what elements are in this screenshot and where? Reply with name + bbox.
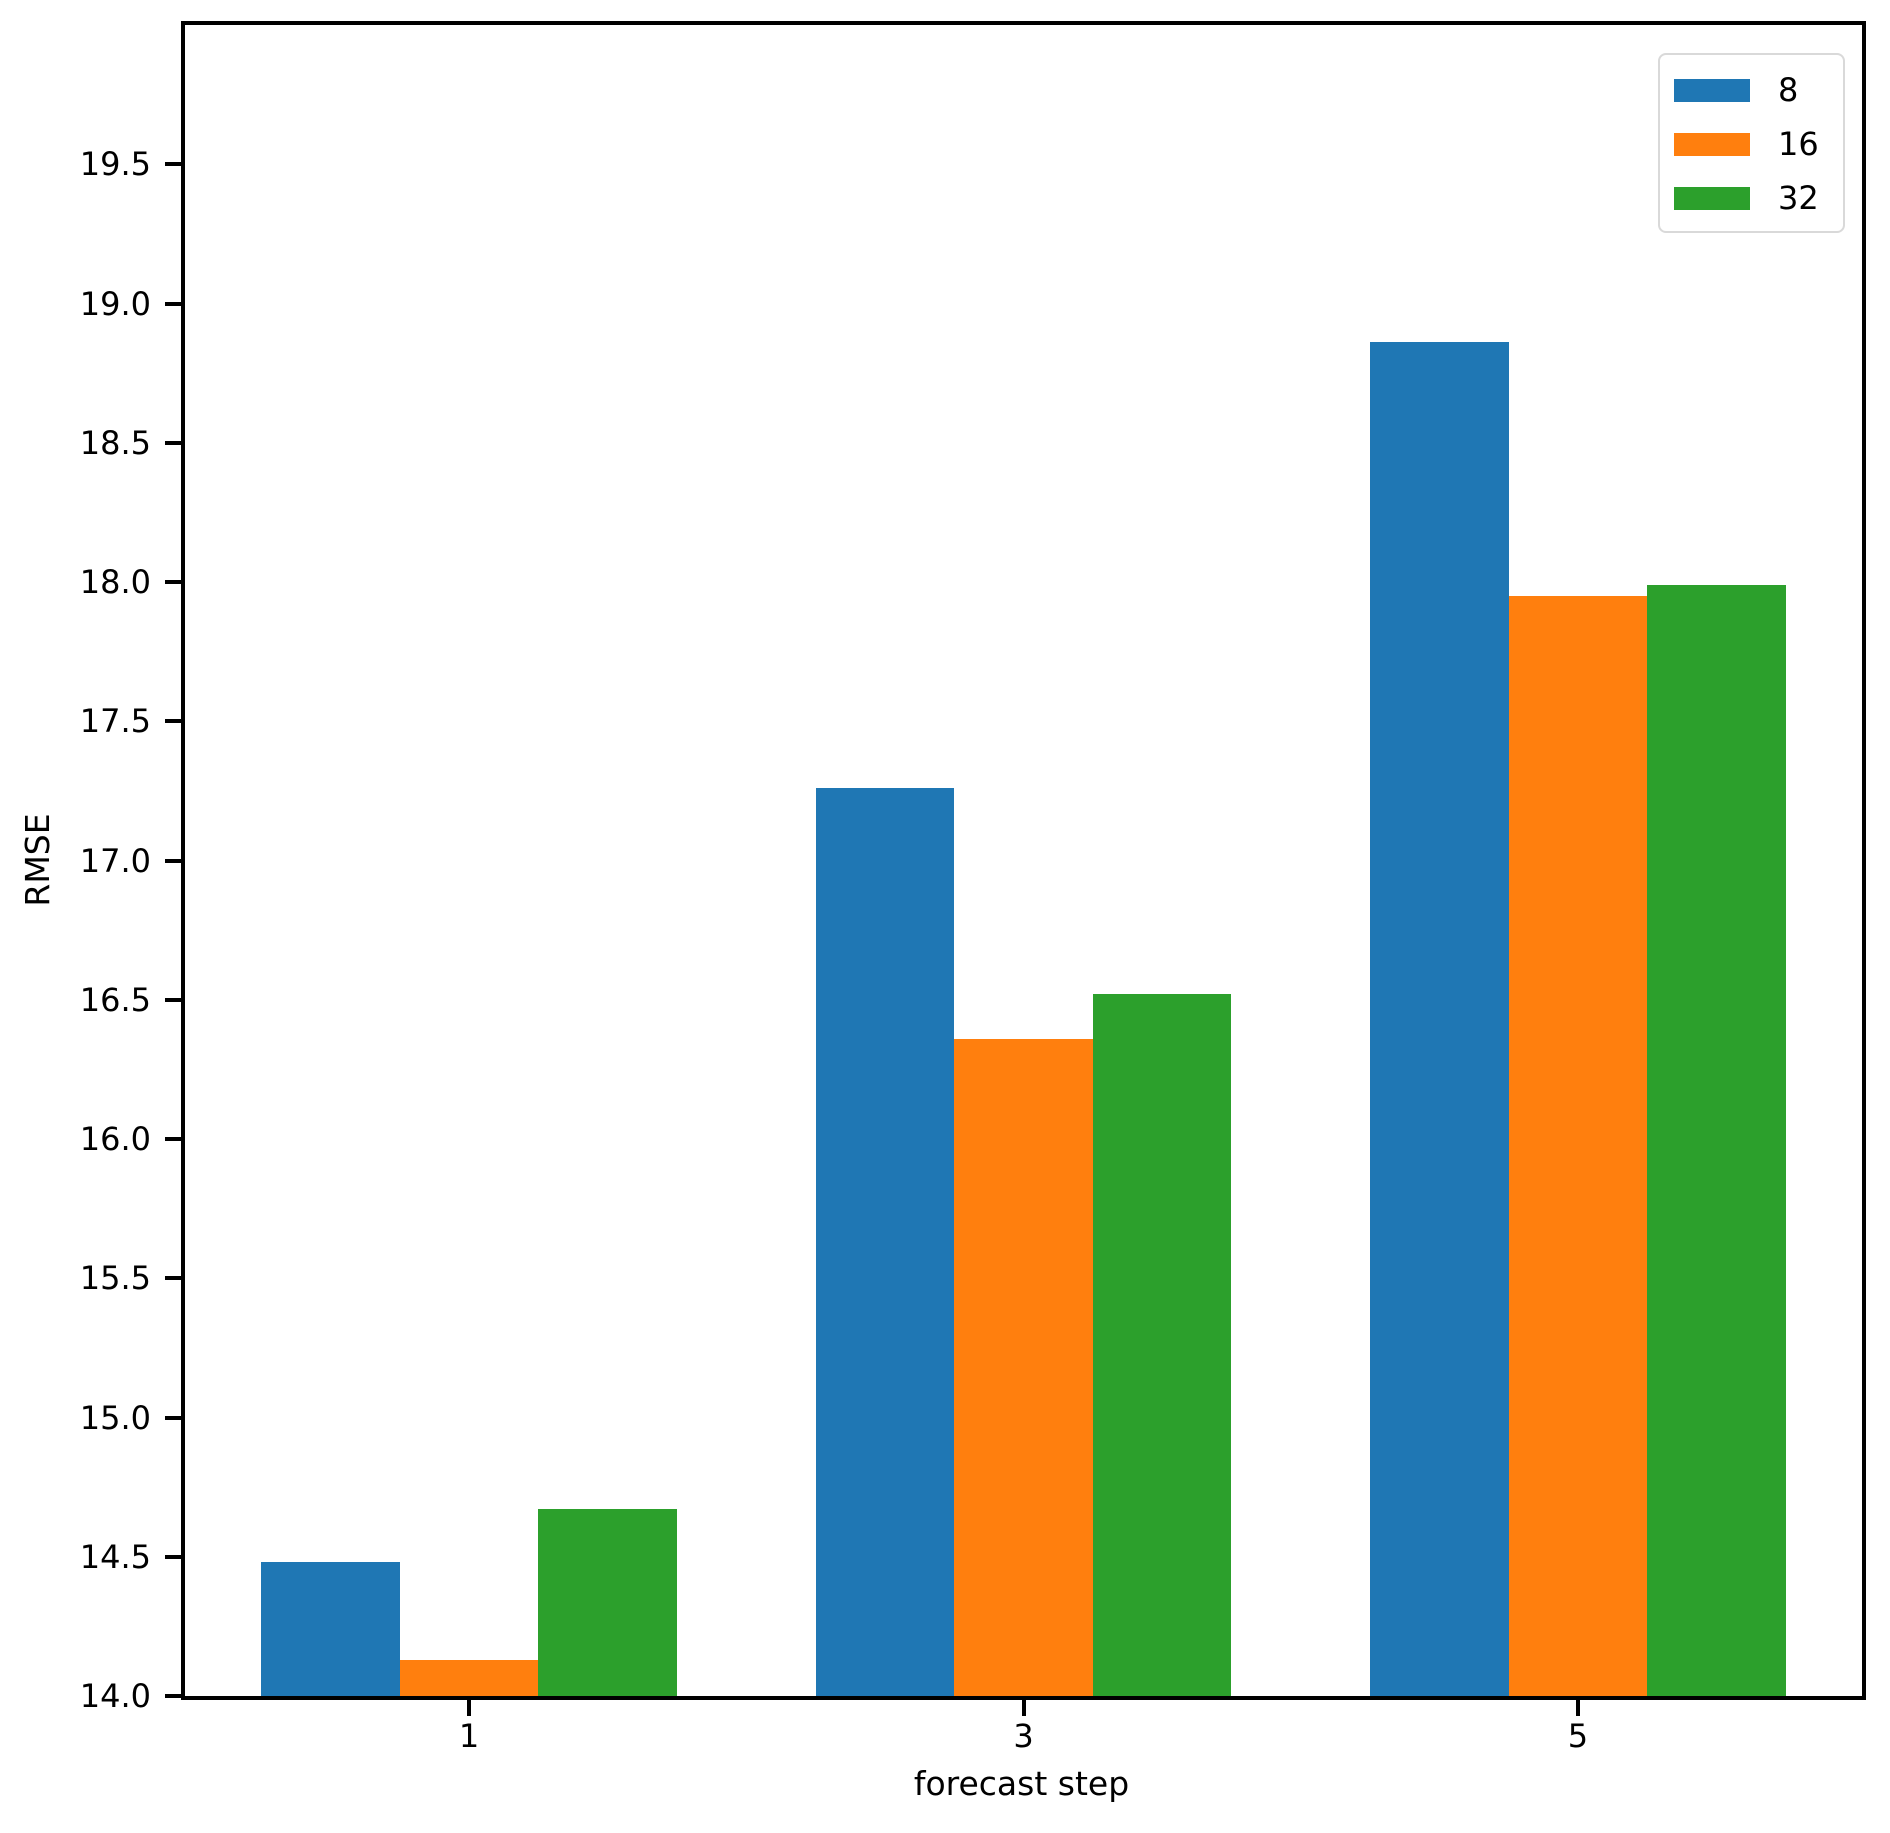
y-axis-tick <box>165 1137 181 1141</box>
y-axis-tick <box>165 1415 181 1420</box>
bar-series32-step1 <box>538 1509 677 1696</box>
y-axis-tick-label: 18.5 <box>79 423 151 462</box>
legend-swatch-32 <box>1674 186 1750 210</box>
x-axis-tick-label: 1 <box>458 1717 480 1755</box>
y-axis-tick-label: 14.5 <box>79 1537 151 1576</box>
y-axis-tick-label: 16.5 <box>79 980 151 1019</box>
y-axis-tick-label: 19.5 <box>79 145 151 184</box>
bar-series16-step1 <box>399 1659 539 1696</box>
bar-series32-step3 <box>1092 994 1232 1696</box>
bar-series8-step1 <box>261 1562 400 1696</box>
legend-label-32: 32 <box>1778 179 1819 217</box>
y-axis-tick <box>165 858 181 863</box>
y-axis-tick-label: 15.0 <box>79 1398 151 1437</box>
y-axis-tick-label: 18.0 <box>79 563 151 601</box>
legend: 8 16 32 <box>1658 53 1845 233</box>
y-axis-tick <box>165 580 181 584</box>
x-axis-tick <box>467 1700 472 1716</box>
y-axis-tick-label: 15.5 <box>79 1259 151 1298</box>
legend-entry-32: 32 <box>1674 180 1843 216</box>
y-axis-tick <box>165 162 181 167</box>
y-axis-tick-label: 14.0 <box>79 1677 151 1715</box>
legend-label-8: 8 <box>1778 71 1799 109</box>
y-axis-tick <box>165 1694 181 1698</box>
x-axis-tick <box>1575 1700 1580 1716</box>
legend-swatch-8 <box>1674 78 1750 102</box>
y-axis-tick <box>165 719 181 724</box>
bar-series16-step5 <box>1508 595 1648 1696</box>
y-axis-tick-label: 17.5 <box>79 702 151 741</box>
bar-series8-step3 <box>815 788 955 1696</box>
y-axis-tick <box>165 440 181 445</box>
bar-series16-step3 <box>954 1038 1093 1696</box>
y-axis-tick <box>165 1554 181 1559</box>
legend-label-16: 16 <box>1778 125 1819 163</box>
x-axis-tick <box>1021 1700 1026 1716</box>
plot-area: 8 16 32 14.0 14.5 15.0 15.5 16.0 16.5 17.0 17.5 18… <box>80 21 1866 1755</box>
y-axis-tick <box>165 997 181 1002</box>
y-axis-tick-label: 17.0 <box>79 841 151 880</box>
x-axis-tick-label: 5 <box>1567 1717 1589 1755</box>
y-axis-tick <box>165 301 181 306</box>
x-axis-title: forecast step <box>913 1764 1130 1803</box>
bar-series32-step5 <box>1647 584 1786 1696</box>
y-axis-tick <box>165 1276 181 1281</box>
bar-series8-step5 <box>1369 342 1509 1696</box>
legend-entry-8: 8 <box>1674 72 1843 108</box>
legend-entry-16: 16 <box>1674 126 1843 162</box>
x-axis-tick-label: 3 <box>1013 1717 1034 1755</box>
legend-swatch-16 <box>1674 132 1750 156</box>
y-axis-tick-label: 19.0 <box>79 284 151 323</box>
y-axis-tick-label: 16.0 <box>79 1120 151 1158</box>
